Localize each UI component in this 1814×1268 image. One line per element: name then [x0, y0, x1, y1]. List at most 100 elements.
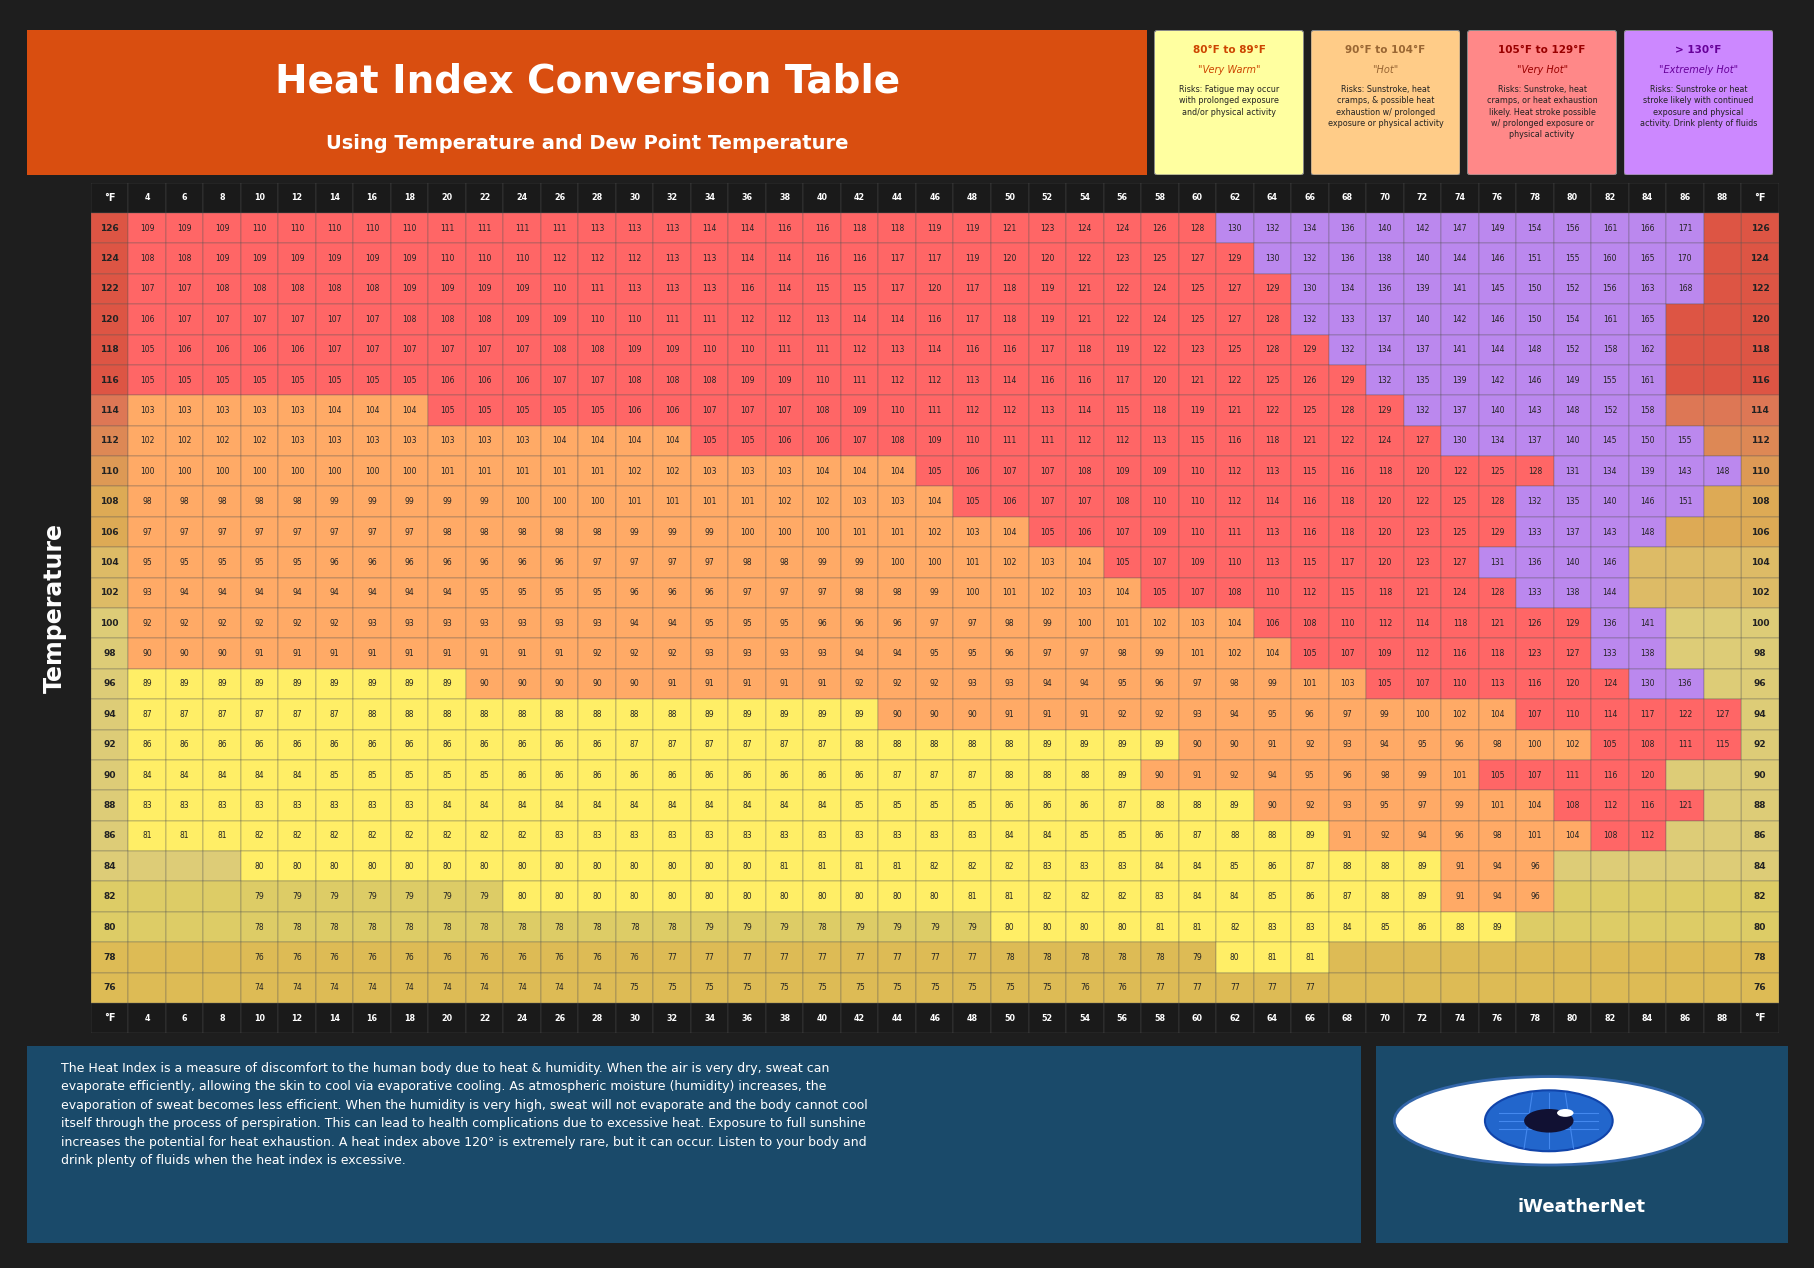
- Bar: [1402, 668, 1440, 699]
- Bar: [1515, 668, 1553, 699]
- Text: 99: 99: [330, 497, 339, 506]
- Bar: [466, 365, 502, 396]
- Bar: [502, 365, 541, 396]
- Text: 85: 85: [1079, 832, 1088, 841]
- Bar: [1215, 912, 1253, 942]
- Text: 85: 85: [443, 771, 452, 780]
- Text: 104: 104: [1564, 832, 1578, 841]
- Text: 80: 80: [1565, 1013, 1576, 1023]
- Bar: [1366, 638, 1402, 668]
- Bar: [1366, 335, 1402, 365]
- Text: 97: 97: [366, 527, 377, 536]
- Text: 110: 110: [551, 284, 566, 293]
- Text: 80: 80: [555, 893, 564, 902]
- Bar: [1553, 699, 1591, 729]
- Text: 93: 93: [704, 649, 715, 658]
- Bar: [165, 213, 203, 243]
- Text: 75: 75: [967, 984, 976, 993]
- Text: 130: 130: [1264, 254, 1279, 262]
- Bar: [916, 760, 952, 790]
- Text: 95: 95: [218, 558, 227, 567]
- Bar: [1591, 548, 1627, 578]
- Text: 90: 90: [929, 710, 940, 719]
- Bar: [766, 973, 804, 1003]
- Text: 116: 116: [1527, 680, 1542, 689]
- Text: 100: 100: [290, 467, 305, 476]
- Bar: [990, 668, 1029, 699]
- Bar: [1065, 851, 1103, 881]
- Text: 101: 101: [889, 527, 903, 536]
- Text: 6: 6: [181, 193, 187, 203]
- Bar: [1029, 456, 1065, 487]
- Text: 87: 87: [1304, 862, 1313, 871]
- Text: 20: 20: [441, 193, 452, 203]
- Text: 128: 128: [1190, 223, 1204, 232]
- Text: 110: 110: [477, 254, 492, 262]
- Bar: [1141, 274, 1177, 304]
- Bar: [1553, 578, 1591, 607]
- Text: 102: 102: [1451, 710, 1466, 719]
- Bar: [1328, 851, 1366, 881]
- Bar: [615, 607, 653, 638]
- Text: 78: 78: [103, 954, 116, 962]
- Bar: [1515, 183, 1553, 213]
- Bar: [1515, 729, 1553, 760]
- Text: 98: 98: [141, 497, 152, 506]
- Text: "Hot": "Hot": [1371, 65, 1399, 75]
- Bar: [129, 274, 165, 304]
- Bar: [1740, 426, 1778, 456]
- Text: 83: 83: [180, 801, 189, 810]
- Text: 102: 102: [664, 467, 678, 476]
- Bar: [1141, 335, 1177, 365]
- Bar: [1703, 881, 1740, 912]
- Text: 132: 132: [1527, 497, 1542, 506]
- Bar: [1328, 973, 1366, 1003]
- Text: 78: 78: [668, 923, 677, 932]
- Bar: [1215, 942, 1253, 973]
- Text: 89: 89: [292, 680, 301, 689]
- Text: 118: 118: [1451, 619, 1466, 628]
- Text: 72: 72: [1417, 1013, 1428, 1023]
- Text: 142: 142: [1451, 314, 1466, 323]
- Text: 80: 80: [629, 862, 639, 871]
- Text: 112: 112: [1640, 832, 1654, 841]
- Text: 158: 158: [1640, 406, 1654, 415]
- Bar: [91, 942, 129, 973]
- Text: 127: 127: [1226, 284, 1241, 293]
- Bar: [541, 517, 579, 548]
- Text: 140: 140: [1415, 314, 1429, 323]
- Text: 84: 84: [555, 801, 564, 810]
- Bar: [203, 213, 241, 243]
- Bar: [390, 942, 428, 973]
- Bar: [91, 243, 129, 274]
- Text: 143: 143: [1676, 467, 1691, 476]
- Text: 105: 105: [1114, 558, 1128, 567]
- Bar: [1366, 517, 1402, 548]
- Text: 109: 109: [403, 254, 417, 262]
- Bar: [766, 638, 804, 668]
- Bar: [1440, 942, 1478, 973]
- Bar: [1215, 365, 1253, 396]
- Bar: [804, 396, 840, 426]
- Bar: [1065, 304, 1103, 335]
- Text: 124: 124: [1451, 588, 1466, 597]
- Text: 121: 121: [1302, 436, 1317, 445]
- Text: Risks: Sunstroke or heat
stroke likely with continued
exposure and physical
acti: Risks: Sunstroke or heat stroke likely w…: [1640, 85, 1756, 128]
- Bar: [1703, 638, 1740, 668]
- Bar: [1177, 517, 1215, 548]
- Text: 98: 98: [1491, 741, 1502, 749]
- Text: 107: 107: [740, 406, 755, 415]
- Bar: [1177, 699, 1215, 729]
- Bar: [615, 912, 653, 942]
- Bar: [354, 881, 390, 912]
- Bar: [541, 213, 579, 243]
- Text: 112: 112: [776, 314, 791, 323]
- Text: 103: 103: [252, 406, 267, 415]
- Bar: [804, 487, 840, 517]
- Text: 113: 113: [628, 284, 642, 293]
- Bar: [1740, 183, 1778, 213]
- Bar: [316, 668, 354, 699]
- Text: 95: 95: [967, 649, 976, 658]
- Bar: [615, 578, 653, 607]
- Text: 50: 50: [1003, 193, 1014, 203]
